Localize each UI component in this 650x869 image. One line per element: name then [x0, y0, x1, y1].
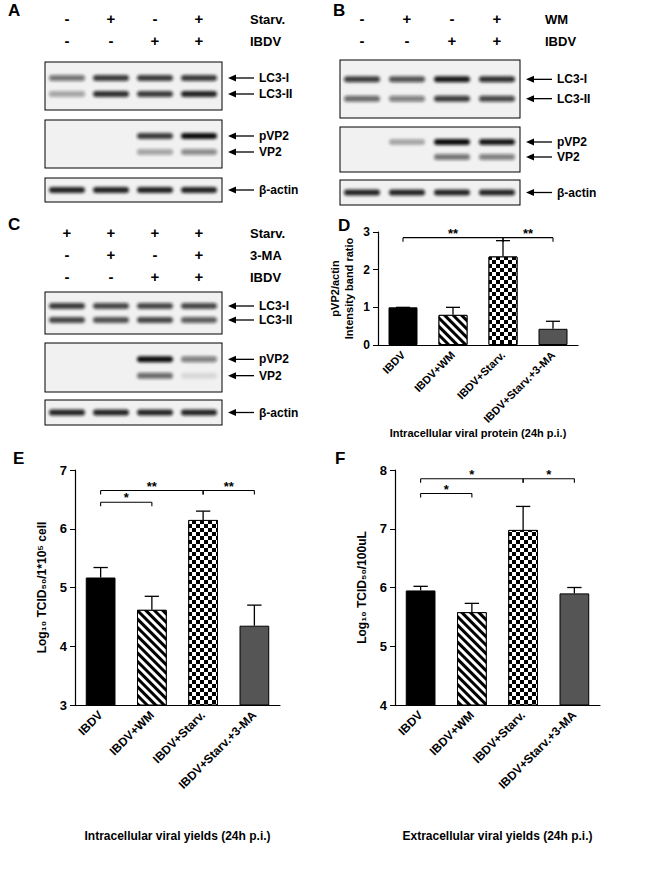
svg-text:VP2: VP2 [259, 369, 282, 383]
svg-text:LC3-II: LC3-II [259, 313, 292, 327]
svg-text:F: F [335, 449, 345, 468]
svg-text:-: - [65, 10, 70, 27]
svg-text:*: * [546, 467, 552, 482]
svg-text:**: ** [147, 479, 158, 494]
svg-text:7: 7 [380, 521, 387, 536]
svg-text:LC3-I: LC3-I [557, 72, 587, 86]
svg-text:E: E [13, 449, 24, 468]
svg-text:VP2: VP2 [557, 150, 580, 164]
svg-text:5: 5 [60, 580, 67, 595]
svg-text:A: A [8, 1, 20, 20]
svg-text:+: + [195, 224, 204, 241]
svg-text:+: + [195, 246, 204, 263]
svg-text:**: ** [224, 479, 235, 494]
svg-text:-: - [65, 268, 70, 285]
svg-text:**: ** [448, 226, 459, 241]
svg-text:IBDV: IBDV [75, 708, 105, 738]
svg-text:+: + [195, 32, 204, 49]
svg-text:LC3-I: LC3-I [259, 71, 289, 85]
svg-text:pVP2: pVP2 [259, 352, 289, 366]
svg-text:IBDV+WM: IBDV+WM [107, 708, 157, 758]
svg-text:Extracellular viral yields (24: Extracellular viral yields (24h p.i.) [402, 829, 592, 843]
svg-text:4: 4 [60, 639, 68, 654]
svg-text:IBDV+Starv.+3-MA: IBDV+Starv.+3-MA [481, 349, 557, 425]
svg-text:B: B [333, 1, 345, 20]
svg-text:*: * [124, 490, 130, 505]
svg-text:+: + [448, 32, 457, 49]
svg-text:LC3-II: LC3-II [259, 87, 292, 101]
svg-text:+: + [195, 268, 204, 285]
svg-text:5: 5 [380, 639, 387, 654]
svg-text:4: 4 [380, 698, 388, 713]
svg-text:6: 6 [60, 521, 67, 536]
svg-text:Starv.: Starv. [250, 226, 285, 241]
svg-text:+: + [107, 10, 116, 27]
svg-text:IBDV: IBDV [545, 34, 576, 49]
svg-text:7: 7 [60, 463, 67, 478]
svg-text:-: - [109, 32, 114, 49]
svg-text:IBDV: IBDV [250, 270, 281, 285]
svg-text:+: + [151, 32, 160, 49]
svg-text:IBDV+Starv.: IBDV+Starv. [455, 349, 508, 402]
svg-text:C: C [8, 215, 20, 234]
svg-text:-: - [450, 10, 455, 27]
svg-text:3: 3 [363, 225, 370, 239]
svg-text:+: + [493, 32, 502, 49]
svg-text:**: ** [523, 226, 534, 241]
svg-text:IBDV+WM: IBDV+WM [427, 708, 477, 758]
svg-text:-: - [65, 246, 70, 263]
svg-text:IBDV+WM: IBDV+WM [412, 349, 457, 394]
svg-text:+: + [151, 268, 160, 285]
svg-text:β-actin: β-actin [557, 186, 596, 200]
svg-text:+: + [151, 224, 160, 241]
svg-text:IBDV+Starv.+3-MA: IBDV+Starv.+3-MA [176, 708, 260, 792]
svg-text:6: 6 [380, 580, 387, 595]
svg-text:β-actin: β-actin [259, 406, 298, 420]
svg-text:pVP2: pVP2 [557, 135, 587, 149]
svg-text:+: + [403, 10, 412, 27]
svg-text:IBDV: IBDV [250, 34, 281, 49]
svg-text:-: - [360, 32, 365, 49]
svg-text:D: D [338, 216, 350, 235]
svg-text:+: + [493, 10, 502, 27]
svg-text:Starv.: Starv. [250, 12, 285, 27]
svg-text:IBDV: IBDV [395, 708, 425, 738]
svg-text:8: 8 [380, 463, 387, 478]
svg-text:Intensity band ratio: Intensity band ratio [343, 237, 355, 339]
svg-text:-: - [153, 246, 158, 263]
svg-text:*: * [469, 467, 475, 482]
svg-text:LC3-II: LC3-II [557, 92, 590, 106]
svg-text:-: - [65, 32, 70, 49]
svg-text:3-MA: 3-MA [250, 248, 282, 263]
svg-text:-: - [153, 10, 158, 27]
svg-text:3: 3 [60, 698, 67, 713]
svg-text:IBDV: IBDV [380, 348, 408, 376]
svg-text:Intracellular viral yields (24: Intracellular viral yields (24h p.i.) [84, 829, 270, 843]
svg-text:pVP2: pVP2 [259, 129, 289, 143]
svg-text:-: - [109, 268, 114, 285]
svg-text:WM: WM [545, 12, 568, 27]
svg-text:LC3-I: LC3-I [259, 299, 289, 313]
svg-text:0: 0 [363, 338, 370, 352]
svg-text:Intracellular viral protein (2: Intracellular viral protein (24h p.i.) [390, 427, 567, 439]
svg-text:*: * [444, 482, 450, 497]
svg-text:pVP2/actin: pVP2/actin [329, 260, 341, 317]
svg-text:-: - [405, 32, 410, 49]
svg-text:+: + [195, 10, 204, 27]
svg-text:VP2: VP2 [259, 145, 282, 159]
svg-text:1: 1 [363, 300, 370, 314]
svg-text:2: 2 [363, 263, 370, 277]
svg-text:β-actin: β-actin [259, 183, 298, 197]
svg-text:-: - [360, 10, 365, 27]
svg-text:Log₁₀ TCID₅₀/100uL: Log₁₀ TCID₅₀/100uL [355, 531, 369, 644]
svg-text:+: + [107, 246, 116, 263]
svg-text:+: + [107, 224, 116, 241]
svg-text:Log₁₀ TCID₅₀/1*10⁵ cell: Log₁₀ TCID₅₀/1*10⁵ cell [35, 522, 49, 654]
svg-text:+: + [63, 224, 72, 241]
svg-text:IBDV+Starv.+3-MA: IBDV+Starv.+3-MA [496, 708, 580, 792]
